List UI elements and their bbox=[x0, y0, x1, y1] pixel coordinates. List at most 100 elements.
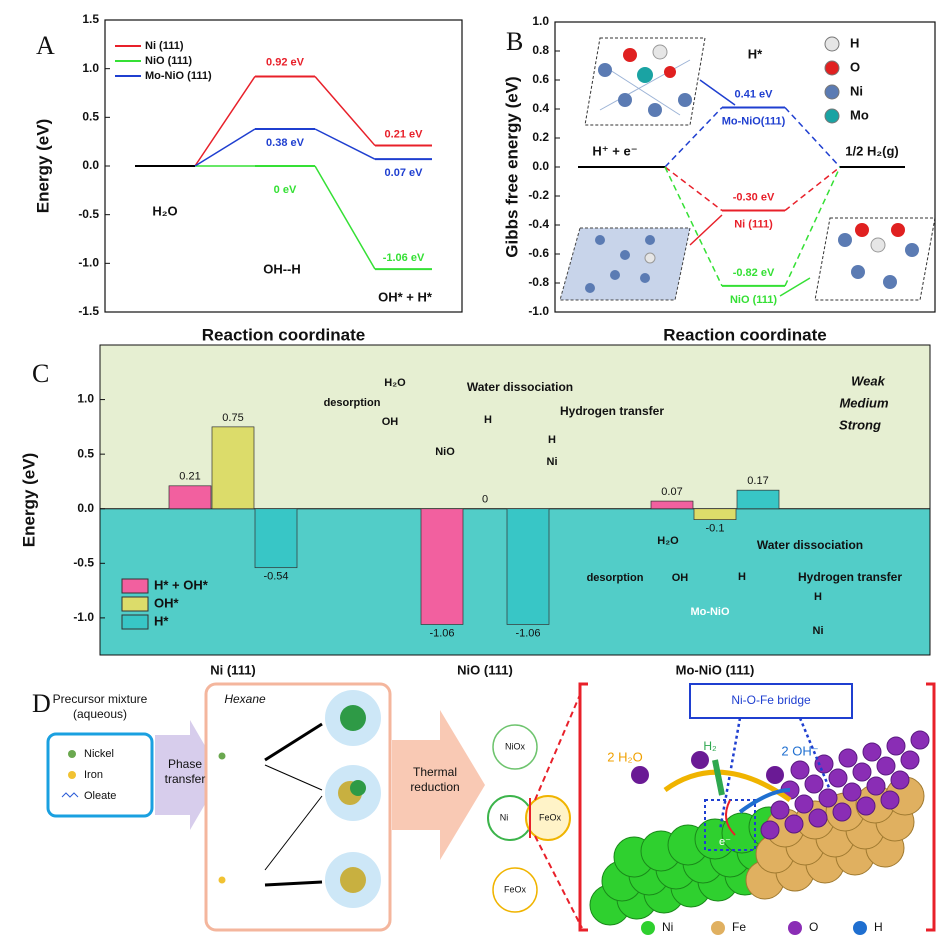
legend-swatch bbox=[824, 60, 840, 76]
connector bbox=[664, 107, 723, 168]
bar bbox=[211, 426, 255, 510]
value-label: 0.38 eV bbox=[266, 137, 305, 149]
label: Hydrogen transfer bbox=[798, 570, 902, 584]
value-label: 0.21 bbox=[179, 471, 200, 483]
atom bbox=[664, 66, 676, 78]
o-atom bbox=[832, 802, 852, 822]
label: H bbox=[814, 591, 822, 603]
o-atom bbox=[890, 770, 910, 790]
o-atom bbox=[900, 750, 920, 770]
cell-outline bbox=[814, 217, 936, 301]
particle bbox=[492, 724, 538, 770]
particle bbox=[492, 867, 538, 913]
core bbox=[350, 780, 366, 796]
y-tick-label: 0.0 bbox=[82, 158, 99, 172]
core bbox=[340, 867, 366, 893]
label: H₂O bbox=[384, 377, 406, 389]
connector bbox=[314, 75, 376, 147]
panel-label: C bbox=[32, 359, 49, 388]
x-axis-label: Reaction coordinate bbox=[663, 325, 826, 344]
y-tick-label: 0.5 bbox=[77, 446, 94, 460]
connector bbox=[194, 128, 256, 167]
bar bbox=[506, 508, 550, 625]
y-tick-label: 1.5 bbox=[82, 12, 99, 26]
o-atom bbox=[852, 762, 872, 782]
label: (aqueous) bbox=[73, 707, 127, 721]
y-tick-label: -1.5 bbox=[78, 304, 99, 318]
connector bbox=[664, 166, 723, 287]
atom bbox=[595, 235, 605, 245]
atom bbox=[851, 265, 865, 279]
atom bbox=[905, 243, 919, 257]
label: 2 H₂O bbox=[607, 749, 642, 764]
core bbox=[340, 705, 366, 731]
label: Mo-NiO bbox=[690, 606, 730, 618]
atom bbox=[618, 93, 632, 107]
label: transfer bbox=[165, 772, 206, 786]
atom bbox=[640, 273, 650, 283]
label: Iron bbox=[84, 769, 103, 781]
legend-swatch bbox=[824, 108, 840, 124]
o-atom bbox=[866, 776, 886, 796]
arrow bbox=[264, 722, 323, 762]
o-atom bbox=[784, 814, 804, 834]
value-label: -1.06 bbox=[515, 627, 540, 639]
x-axis-label: Reaction coordinate bbox=[202, 325, 365, 344]
atom bbox=[620, 250, 630, 260]
o-atom bbox=[814, 754, 834, 774]
legend-swatch bbox=[824, 84, 840, 100]
value-label: 0.21 eV bbox=[385, 128, 424, 140]
annotation: H* bbox=[748, 46, 763, 61]
arrow bbox=[264, 764, 323, 791]
y-axis-label: Gibbs free energy (eV) bbox=[502, 76, 521, 257]
y-tick-label: 0.0 bbox=[77, 501, 94, 515]
y-axis-label: Energy (eV) bbox=[19, 453, 38, 547]
atom bbox=[870, 237, 886, 253]
y-tick-label: -0.6 bbox=[528, 246, 549, 260]
atom bbox=[891, 223, 905, 237]
pointer-arrow bbox=[779, 277, 811, 297]
label: 2 OH⁻ bbox=[781, 743, 818, 758]
atom bbox=[598, 63, 612, 77]
label: desorption bbox=[324, 397, 381, 409]
atom bbox=[883, 275, 897, 289]
label: H₂ bbox=[703, 739, 717, 753]
bar bbox=[420, 508, 464, 625]
legend-label: Mo-NiO (111) bbox=[145, 70, 212, 82]
atom bbox=[644, 252, 656, 264]
o-atom bbox=[818, 788, 838, 808]
series-label: NiO (111) bbox=[730, 294, 777, 306]
o-atom bbox=[828, 768, 848, 788]
label: O bbox=[809, 920, 818, 934]
nickel-dot bbox=[218, 752, 226, 760]
panel-label: A bbox=[36, 31, 55, 60]
bar bbox=[168, 485, 212, 510]
zoom-line bbox=[534, 689, 583, 801]
arrow bbox=[264, 880, 323, 887]
y-tick-label: -0.2 bbox=[528, 188, 549, 202]
legend-label: O bbox=[850, 59, 860, 74]
pointer-arrow bbox=[689, 214, 723, 246]
atom bbox=[648, 103, 662, 117]
label: Hexane bbox=[224, 692, 266, 706]
electron-arrow bbox=[725, 799, 736, 836]
label: desorption bbox=[587, 572, 644, 584]
connector bbox=[784, 166, 841, 212]
label: Ni-O-Fe bridge bbox=[731, 693, 811, 707]
atom bbox=[855, 223, 869, 237]
atom-model bbox=[589, 730, 930, 926]
label: Thermal bbox=[413, 765, 457, 779]
legend-swatch bbox=[121, 578, 149, 594]
label: NiO bbox=[435, 446, 455, 458]
value-label: -0.54 bbox=[263, 571, 288, 583]
y-tick-label: -1.0 bbox=[73, 610, 94, 624]
atom bbox=[645, 235, 655, 245]
label: H bbox=[548, 434, 556, 446]
label: Hydrogen transfer bbox=[560, 404, 664, 418]
plot-frame bbox=[99, 344, 931, 656]
bracket bbox=[578, 682, 588, 932]
label: Ni bbox=[813, 625, 824, 637]
o-atom bbox=[691, 751, 709, 769]
connector bbox=[784, 107, 841, 168]
annotation: H⁺ + e⁻ bbox=[592, 143, 637, 158]
